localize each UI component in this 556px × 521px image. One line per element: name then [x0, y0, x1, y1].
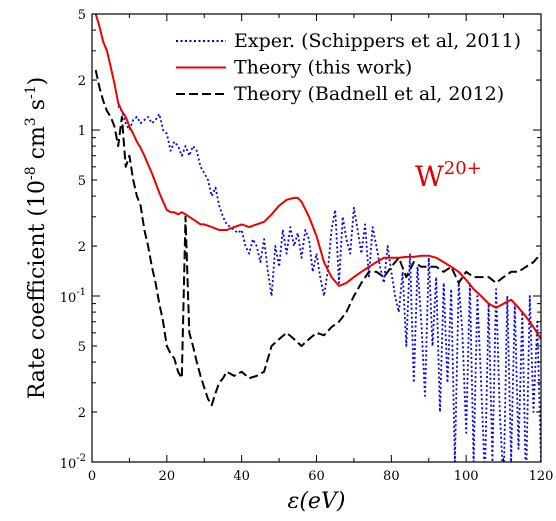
x-tick-label: 100	[454, 469, 479, 484]
y-axis-title-exp3: -1	[23, 85, 39, 99]
ion-annotation-charge: 20+	[444, 158, 482, 179]
y-tick-label: 1	[78, 124, 86, 139]
ion-annotation: W20+	[415, 158, 482, 193]
y-tick-label: 5	[78, 174, 86, 189]
y-axis-title-mid2: s	[25, 99, 50, 117]
y-tick-label: 10-2	[60, 453, 86, 472]
y-axis-title-exp2: 3	[23, 117, 39, 126]
x-tick-label: 40	[233, 469, 250, 484]
plot-area	[94, 14, 541, 462]
y-tick-label: 2	[78, 240, 86, 255]
legend-label-2: Theory (this work)	[234, 57, 412, 79]
x-tick-label: 80	[383, 469, 400, 484]
y-tick-label-exponent: -1	[76, 287, 86, 298]
x-tick-label: 0	[88, 469, 96, 484]
y-tick-label: 10-1	[60, 287, 86, 306]
y-axis-title-end: )	[25, 77, 50, 86]
y-tick-label-exponent: -2	[76, 453, 86, 464]
y-axis-title-exp1: -8	[23, 166, 39, 180]
series-line-3	[94, 69, 541, 407]
y-axis-title: Rate coefficient (10-8 cm3 s-1)	[23, 77, 50, 400]
series-line-1	[117, 105, 541, 462]
y-tick-label: 2	[78, 406, 86, 421]
y-tick-label: 5	[78, 340, 86, 355]
y-axis-title-mid1: cm	[25, 126, 50, 166]
y-tick-label: 5	[78, 8, 86, 23]
legend-label-3: Theory (Badnell et al, 2012)	[234, 83, 504, 105]
ion-annotation-symbol: W	[415, 160, 444, 193]
y-axis-title-main: Rate coefficient (10	[25, 180, 50, 399]
axis-ticks	[91, 13, 542, 463]
legend: Exper. (Schippers et al, 2011) Theory (th…	[176, 30, 521, 105]
x-axis-title: ε(eV)	[288, 489, 346, 514]
x-tick-label: 120	[529, 469, 554, 484]
x-tick-label: 20	[159, 469, 176, 484]
x-tick-label: 60	[308, 469, 325, 484]
series-line-2	[94, 14, 541, 340]
legend-label-1: Exper. (Schippers et al, 2011)	[234, 30, 521, 52]
y-tick-label: 2	[78, 74, 86, 89]
tick-labels: 0 20 40 60 80 100 120 5 2 1 5 2 10-1 5 2 10-2	[60, 8, 554, 484]
